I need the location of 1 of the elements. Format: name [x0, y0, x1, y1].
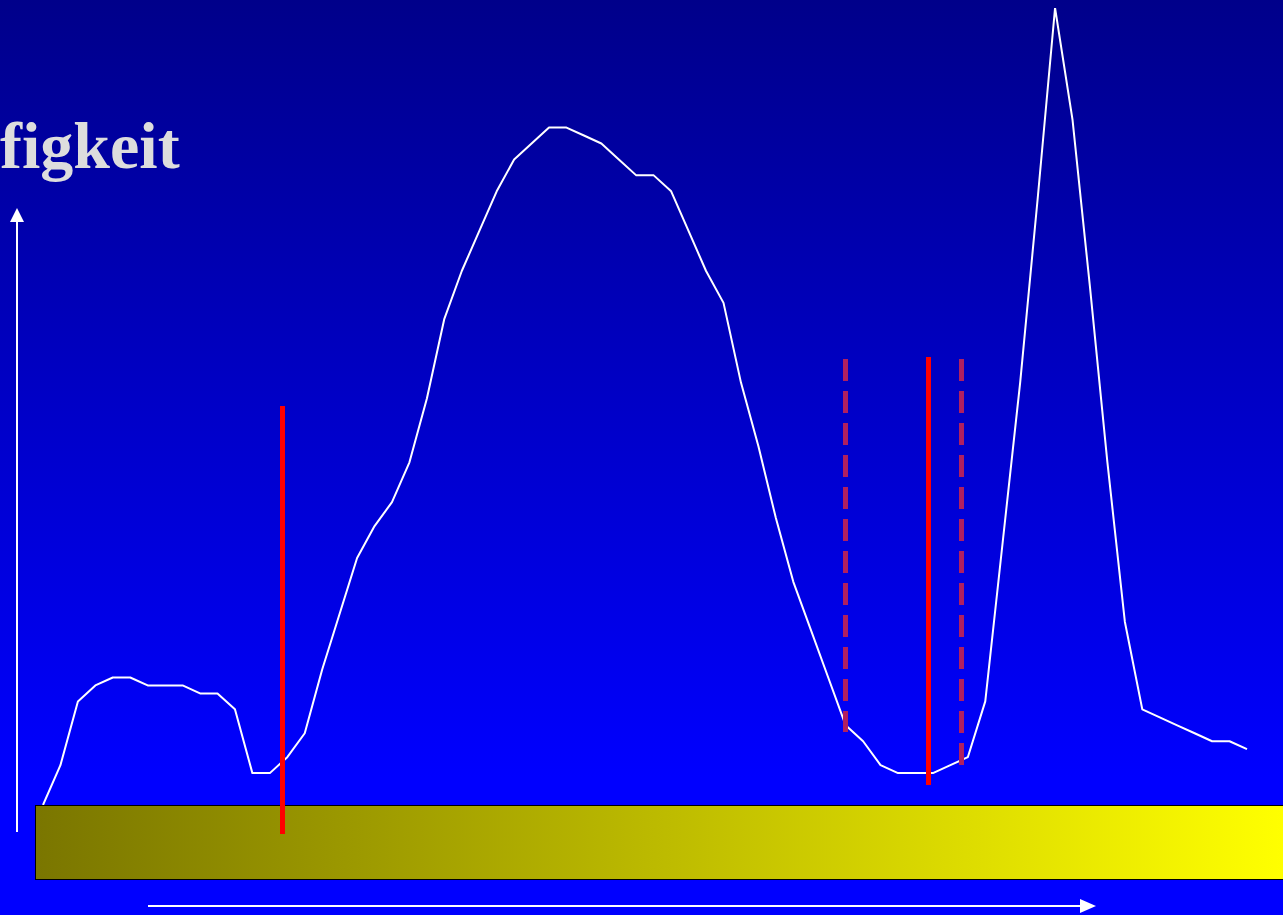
text: figkeit	[0, 108, 180, 184]
